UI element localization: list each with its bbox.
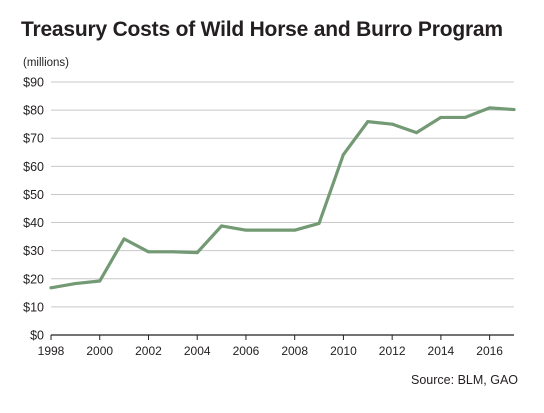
x-tick-label: 2012: [379, 344, 406, 358]
data-point: [317, 221, 321, 225]
x-axis-ticks: 1998 2000 2002 2004 2006 2008 2010 2012 2014 2016: [38, 335, 503, 358]
y-axis-unit-label: (millions): [23, 57, 69, 69]
y-tick-label: $70: [23, 132, 44, 146]
x-tick-label: 2014: [428, 344, 455, 358]
data-point: [415, 131, 419, 135]
data-point: [512, 108, 516, 112]
data-point: [439, 115, 443, 119]
data-point: [366, 120, 370, 124]
series-line: [49, 106, 516, 290]
y-tick-label: $30: [23, 244, 44, 258]
data-point: [244, 228, 248, 232]
x-tick-label: 2004: [184, 344, 211, 358]
data-point: [293, 228, 297, 232]
x-tick-label: 1998: [38, 344, 65, 358]
data-point: [171, 250, 175, 254]
series-layer: [49, 106, 516, 290]
y-tick-label: $10: [23, 300, 44, 314]
data-point: [488, 106, 492, 110]
data-point: [146, 250, 150, 254]
y-tick-label: $40: [23, 216, 44, 230]
y-tick-label: $80: [23, 104, 44, 118]
y-tick-label: $90: [23, 76, 44, 90]
x-tick-label: 2002: [135, 344, 162, 358]
y-tick-label: $60: [23, 160, 44, 174]
data-point: [49, 286, 53, 290]
y-axis-ticks: $0 $10 $20 $30 $40 $50 $60 $70 $80 $90: [23, 76, 44, 343]
data-point: [268, 228, 272, 232]
y-tick-label: $50: [23, 188, 44, 202]
source-note: Source: BLM, GAO: [411, 373, 518, 387]
data-point: [390, 122, 394, 126]
x-tick-label: 2000: [86, 344, 113, 358]
x-tick-label: 2010: [330, 344, 357, 358]
chart-title: Treasury Costs of Wild Horse and Burro P…: [21, 18, 503, 41]
x-tick-label: 2016: [476, 344, 503, 358]
data-point: [195, 251, 199, 255]
y-tick-label: $0: [30, 329, 44, 343]
y-tick-label: $20: [23, 272, 44, 286]
gridlines: [51, 81, 514, 336]
x-tick-label: 2008: [281, 344, 308, 358]
data-point: [73, 282, 77, 286]
data-point: [122, 237, 126, 241]
x-tick-label: 2006: [233, 344, 260, 358]
data-point: [220, 224, 224, 228]
data-point: [98, 279, 102, 283]
data-point: [341, 153, 345, 157]
data-point: [463, 115, 467, 119]
